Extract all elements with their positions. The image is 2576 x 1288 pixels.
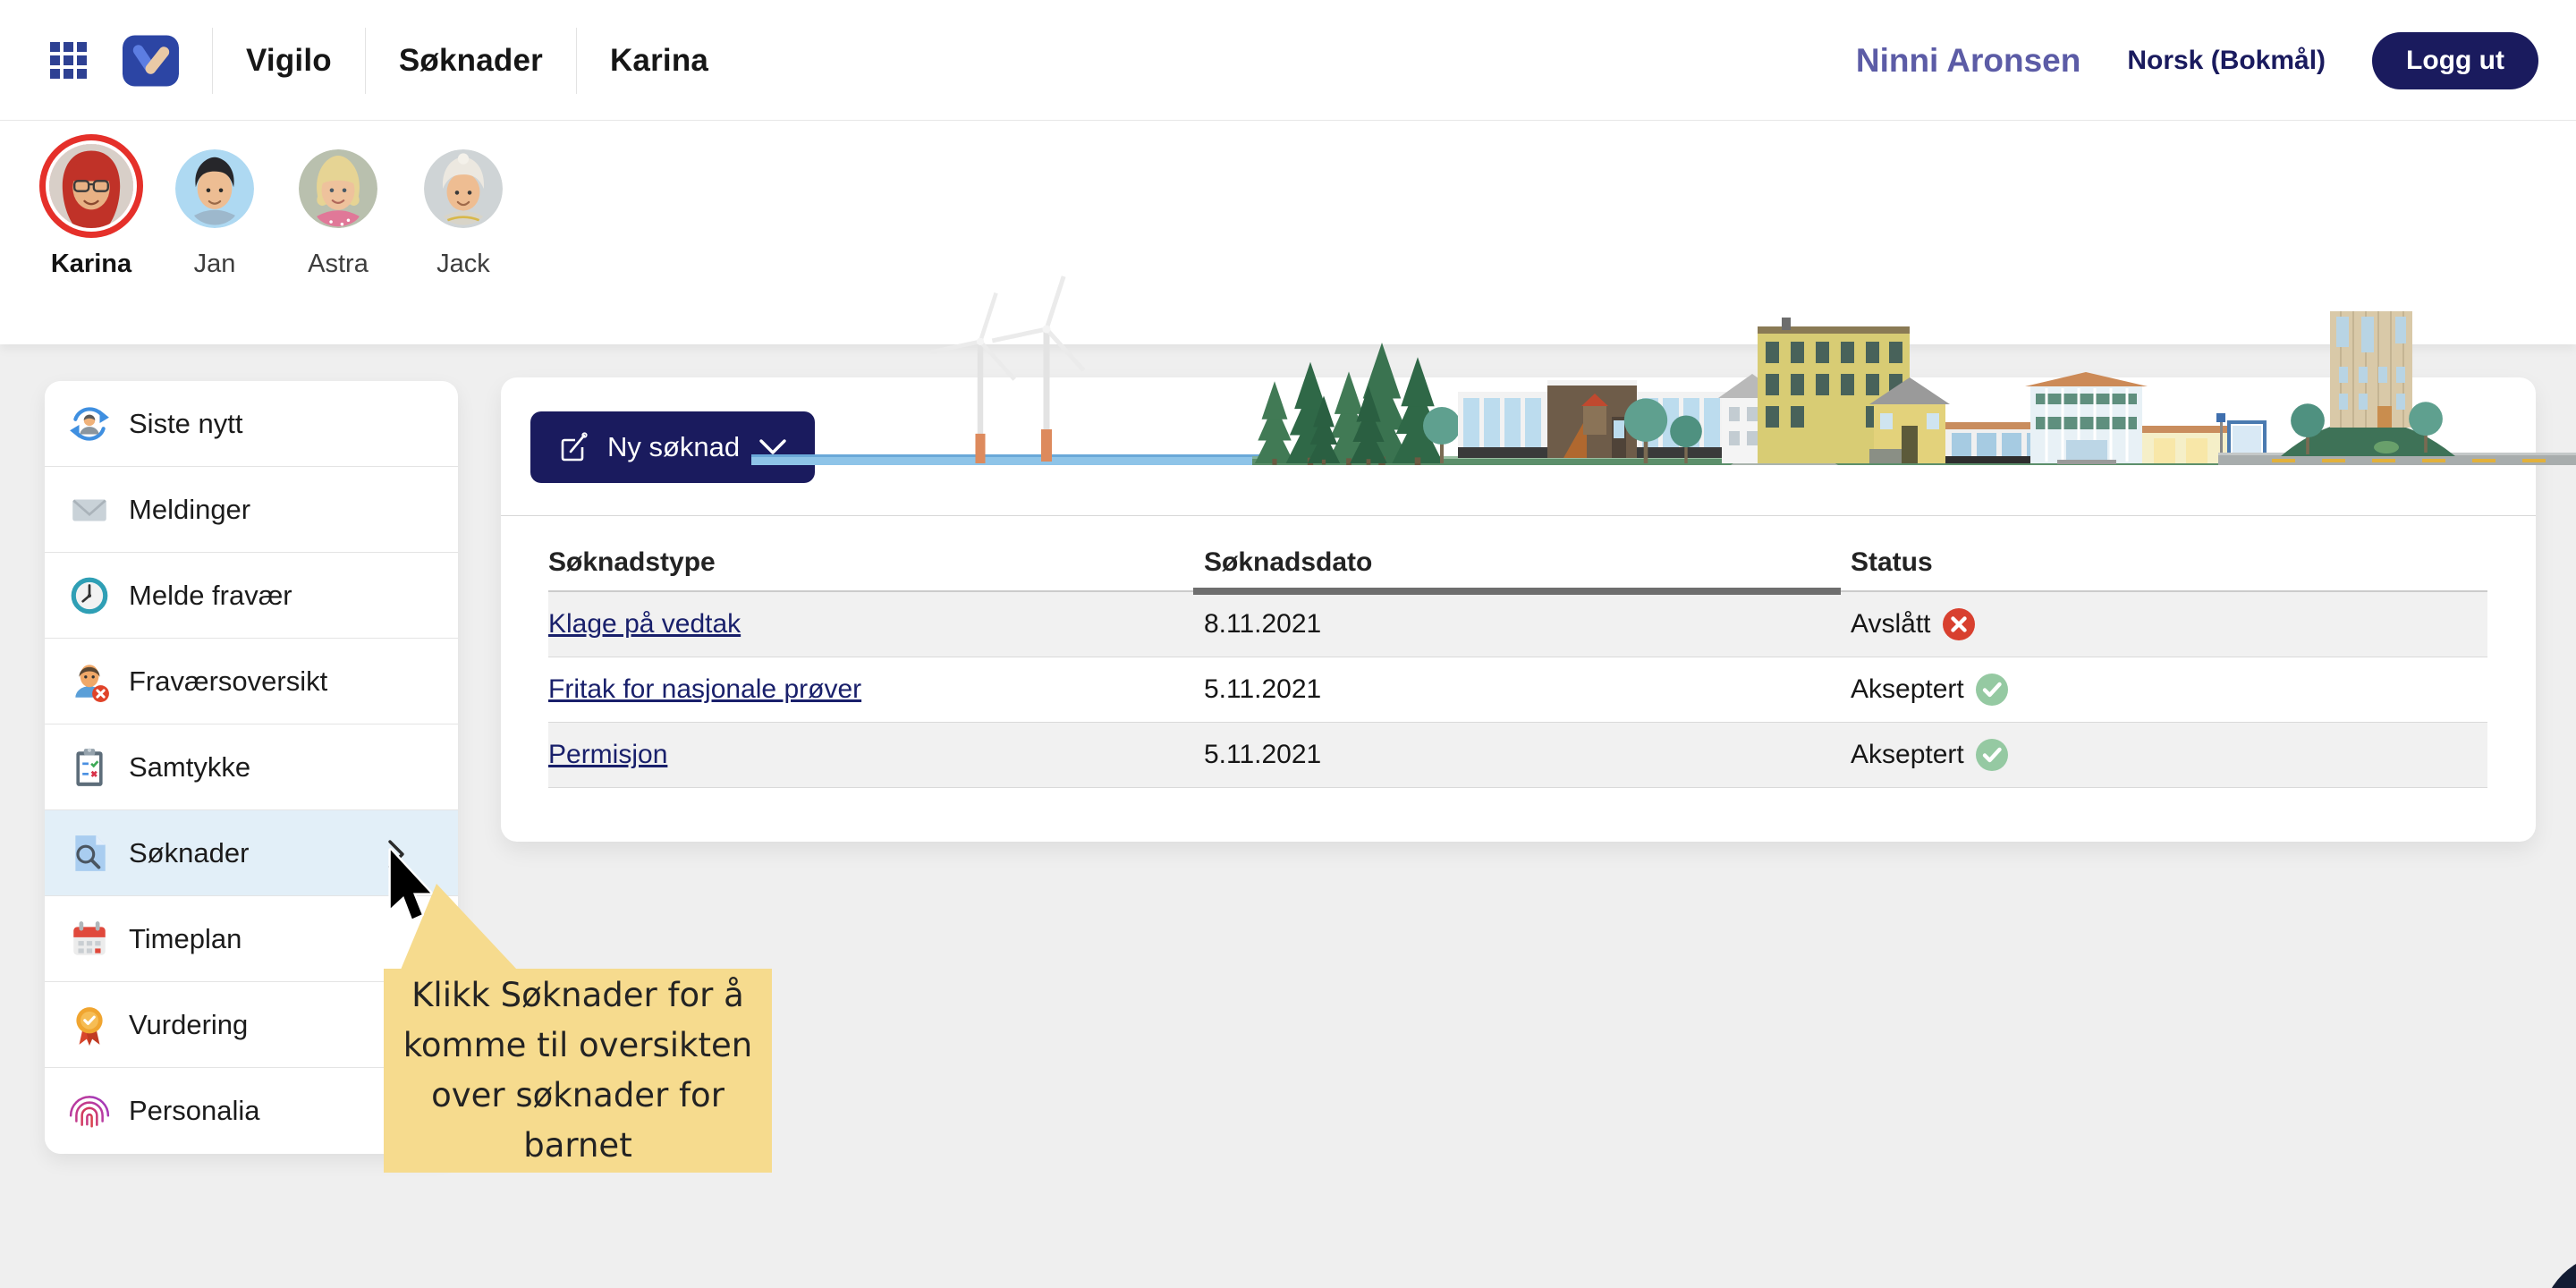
sidebar-item-timeplan[interactable]: Timeplan bbox=[45, 896, 458, 982]
sidebar-item-meldinger[interactable]: Meldinger bbox=[45, 467, 458, 553]
child-selector-karina[interactable]: Karina bbox=[29, 144, 154, 279]
status-label: Akseptert bbox=[1851, 674, 1964, 704]
application-link[interactable]: Fritak for nasjonale prøver bbox=[548, 674, 862, 704]
sidebar-item-fravaersoversikt[interactable]: Fraværsoversikt bbox=[45, 639, 458, 724]
nav-divider bbox=[575, 27, 577, 94]
application-date: 5.11.2021 bbox=[1204, 674, 1322, 704]
status-label: Avslått bbox=[1851, 609, 1931, 639]
table-row: Fritak for nasjonale prøver 5.11.2021 Ak… bbox=[548, 657, 2487, 723]
new-application-button[interactable]: Ny søknad bbox=[530, 411, 816, 483]
language-selector[interactable]: Norsk (Bokmål) bbox=[2127, 45, 2326, 75]
column-header-status[interactable]: Status bbox=[1851, 547, 1933, 577]
nav-link-vigilo[interactable]: Vigilo bbox=[246, 42, 332, 78]
top-navigation-bar: Vigilo Søknader Karina Ninni Aronsen Nor… bbox=[0, 0, 2576, 121]
avatar-karina bbox=[49, 144, 133, 228]
vigilo-logo[interactable] bbox=[123, 34, 179, 87]
logout-button[interactable]: Logg ut bbox=[2372, 31, 2538, 89]
child-name: Jack bbox=[436, 250, 490, 278]
sidebar-item-label: Søknader bbox=[129, 836, 250, 869]
user-name-link[interactable]: Ninni Aronsen bbox=[1855, 41, 2081, 79]
personal-details-icon bbox=[69, 1096, 110, 1128]
tutorial-tooltip: Klikk Søknader for å komme til oversikte… bbox=[384, 969, 772, 1173]
sidebar-item-siste-nytt[interactable]: Siste nytt bbox=[45, 381, 458, 467]
assessment-icon bbox=[76, 1006, 103, 1046]
application-date: 5.11.2021 bbox=[1204, 740, 1322, 769]
application-status: Akseptert bbox=[1851, 673, 2487, 707]
sidebar-item-melde-fravaer[interactable]: Melde fravær bbox=[45, 553, 458, 639]
sidebar-item-label: Vurdering bbox=[129, 1008, 249, 1040]
application-link[interactable]: Klage på vedtak bbox=[548, 609, 741, 639]
toolbar-divider bbox=[501, 515, 2536, 516]
sidebar-item-samtykke[interactable]: Samtykke bbox=[45, 724, 458, 810]
sidebar-item-label: Samtykke bbox=[129, 750, 251, 783]
nav-link-karina[interactable]: Karina bbox=[609, 42, 709, 78]
application-status: Avslått bbox=[1851, 607, 2487, 641]
mouse-cursor-icon bbox=[388, 848, 433, 921]
sidebar-item-label: Meldinger bbox=[129, 493, 251, 525]
help-bubble-corner[interactable] bbox=[2540, 1252, 2576, 1288]
child-name: Jan bbox=[193, 250, 236, 278]
child-selector-jack[interactable]: Jack bbox=[401, 144, 526, 279]
sorted-column-indicator bbox=[1193, 588, 1841, 595]
avatar-jack bbox=[424, 149, 503, 228]
nav-link-soknader[interactable]: Søknader bbox=[398, 42, 543, 78]
sidebar-item-label: Fraværsoversikt bbox=[129, 665, 328, 697]
child-selector-astra[interactable]: Astra bbox=[275, 144, 401, 279]
status-accepted-icon bbox=[1975, 674, 2008, 706]
compose-icon bbox=[561, 432, 588, 462]
status-accepted-icon bbox=[1975, 739, 2008, 771]
nav-right-group: Ninni Aronsen Norsk (Bokmål) Logg ut bbox=[1856, 0, 2538, 121]
table-row: Klage på vedtak 8.11.2021 Avslått bbox=[548, 592, 2487, 657]
applications-icon bbox=[75, 835, 106, 871]
application-status: Akseptert bbox=[1851, 738, 2487, 772]
cityscape-illustration bbox=[751, 275, 2576, 465]
tooltip-pointer bbox=[401, 884, 517, 970]
children-header-band: Karina Jan Astra bbox=[0, 121, 2576, 465]
child-name: Karina bbox=[50, 250, 132, 278]
chevron-down-icon bbox=[759, 439, 786, 454]
avatar-astra bbox=[299, 149, 377, 228]
table-row: Permisjon 5.11.2021 Akseptert bbox=[548, 723, 2487, 788]
nav-divider bbox=[364, 27, 366, 94]
child-selector-jan[interactable]: Jan bbox=[152, 144, 277, 279]
nav-left-group: Vigilo Søknader Karina bbox=[50, 0, 708, 121]
messages-icon bbox=[72, 499, 106, 521]
application-link[interactable]: Permisjon bbox=[548, 740, 668, 769]
tooltip-text: Klikk Søknader for å komme til oversikte… bbox=[402, 976, 753, 1165]
report-absence-icon bbox=[71, 577, 108, 614]
latest-news-icon bbox=[70, 406, 109, 441]
avatar-jan bbox=[175, 149, 254, 228]
sidebar-item-label: Personalia bbox=[129, 1095, 260, 1126]
sidebar-item-label: Siste nytt bbox=[129, 407, 243, 439]
status-label: Akseptert bbox=[1851, 740, 1964, 769]
nav-divider bbox=[212, 27, 213, 94]
status-rejected-icon bbox=[1942, 608, 1975, 640]
child-name: Astra bbox=[308, 250, 369, 278]
application-date: 8.11.2021 bbox=[1204, 609, 1322, 639]
sidebar-item-label: Melde fravær bbox=[129, 579, 292, 611]
consent-icon bbox=[76, 748, 103, 786]
applications-table: Søknadstype Søknadsdato Status Klage på … bbox=[548, 516, 2487, 788]
sidebar-item-label: Timeplan bbox=[129, 922, 242, 954]
table-header-row: Søknadstype Søknadsdato Status bbox=[548, 516, 2487, 595]
new-application-label: Ny søknad bbox=[607, 431, 741, 462]
column-header-soknadstype[interactable]: Søknadstype bbox=[548, 547, 716, 577]
column-header-soknadsdato[interactable]: Søknadsdato bbox=[1204, 547, 1373, 577]
absence-overview-icon bbox=[75, 664, 109, 702]
timetable-icon bbox=[73, 920, 106, 955]
app-launcher-grid-icon[interactable] bbox=[50, 42, 87, 79]
